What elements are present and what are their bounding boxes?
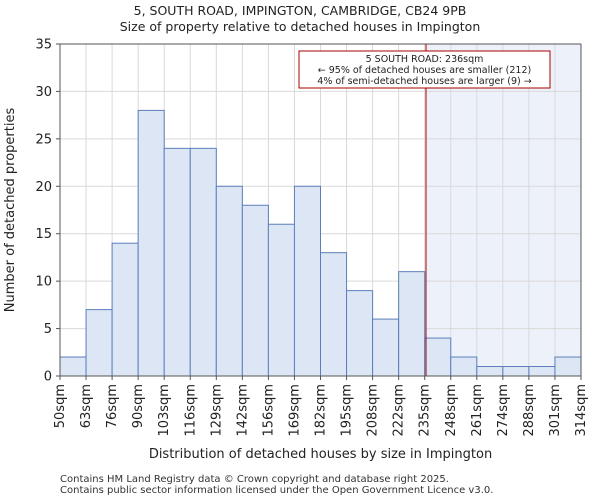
histogram-bar — [320, 252, 348, 377]
x-tick-label: 76sqm — [105, 384, 120, 428]
x-tick-label: 50sqm — [53, 384, 68, 428]
y-tick-label: 15 — [35, 227, 52, 242]
histogram-bar — [85, 309, 113, 377]
chart-subtitle: Size of property relative to detached ho… — [119, 19, 481, 34]
histogram-bar — [189, 147, 217, 377]
histogram-bar — [267, 223, 295, 377]
x-tick-label: 235sqm — [418, 384, 433, 437]
histogram-bar — [293, 185, 322, 377]
y-tick-label: 0 — [44, 370, 52, 385]
histogram-bar — [215, 185, 243, 377]
histogram-bar — [398, 271, 426, 377]
x-tick-label: 142sqm — [235, 384, 250, 437]
chart-title: 5, SOUTH ROAD, IMPINGTON, CAMBRIDGE, CB2… — [133, 3, 467, 18]
y-tick-label: 20 — [35, 180, 52, 195]
histogram-bar — [424, 337, 452, 377]
histogram-bar — [502, 366, 530, 377]
x-tick-label: 301sqm — [548, 384, 563, 437]
histogram-bar — [59, 356, 87, 377]
annotation-line: 5 SOUTH ROAD: 236sqm — [366, 54, 484, 65]
annotation-line: 4% of semi-detached houses are larger (9… — [317, 76, 531, 87]
y-axis-label: Number of detached properties — [3, 108, 18, 313]
x-axis-label: Distribution of detached houses by size … — [149, 447, 492, 462]
x-tick-label: 182sqm — [314, 384, 329, 437]
x-tick-label: 222sqm — [392, 384, 407, 437]
footer-licence: Contains public sector information licen… — [60, 485, 494, 496]
histogram-bar — [137, 109, 165, 377]
histogram-bar — [476, 366, 504, 377]
x-tick-label: 103sqm — [157, 384, 172, 437]
y-tick-label: 25 — [35, 132, 52, 147]
x-tick-label: 169sqm — [287, 384, 302, 437]
histogram-bar — [346, 290, 374, 377]
x-tick-label: 288sqm — [522, 384, 537, 437]
x-tick-label: 63sqm — [79, 384, 94, 428]
histogram-bar — [163, 147, 191, 377]
x-tick-label: 274sqm — [496, 384, 511, 437]
footer-copyright: Contains HM Land Registry data © Crown c… — [60, 474, 449, 485]
histogram-bar — [450, 356, 478, 377]
histogram-bar — [241, 204, 269, 377]
highlight-region — [426, 44, 581, 376]
x-tick-label: 248sqm — [444, 384, 459, 437]
x-tick-label: 90sqm — [131, 384, 146, 428]
histogram-bar — [528, 366, 556, 377]
x-tick-label: 208sqm — [366, 384, 381, 437]
y-tick-label: 5 — [44, 322, 52, 337]
y-tick-label: 30 — [35, 85, 52, 100]
x-tick-label: 314sqm — [574, 384, 589, 437]
histogram-bar — [111, 242, 139, 377]
x-tick-label: 129sqm — [209, 384, 224, 437]
annotation-line: ← 95% of detached houses are smaller (21… — [318, 65, 531, 76]
x-tick-label: 195sqm — [340, 384, 355, 437]
histogram-bar — [554, 356, 582, 377]
annotation-box — [298, 50, 551, 89]
x-tick-label: 156sqm — [261, 384, 276, 437]
y-tick-label: 35 — [35, 38, 52, 53]
x-tick-label: 116sqm — [183, 384, 198, 437]
x-tick-label: 261sqm — [470, 384, 485, 437]
histogram-bar — [372, 318, 400, 377]
y-tick-label: 10 — [35, 275, 52, 290]
